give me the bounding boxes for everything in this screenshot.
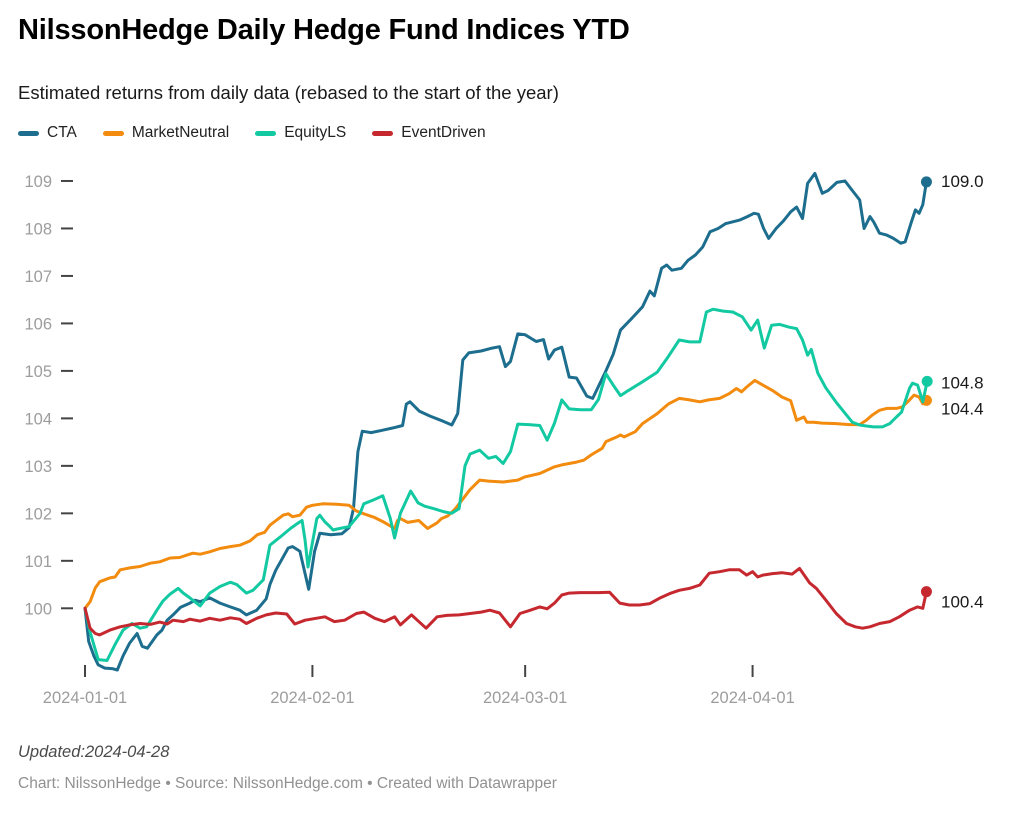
x-axis-label-2024-01-01: 2024-01-01 xyxy=(43,689,127,707)
x-axis-label-2024-04-01: 2024-04-01 xyxy=(710,689,794,707)
footer-updated-note: Updated:2024-04-28 xyxy=(18,743,170,761)
series-line-CTA xyxy=(83,171,928,672)
chart-legend: CTA MarketNeutral EquityLS EventDriven xyxy=(18,124,486,142)
footer-byline: Chart: NilssonHedge • Source: NilssonHed… xyxy=(18,775,557,792)
y-axis-label-102: 102 xyxy=(24,505,52,523)
series-end-value-EventDriven: 100.4 xyxy=(941,593,984,612)
y-axis-label-108: 108 xyxy=(24,220,52,238)
series-end-dot-EquityLS xyxy=(921,375,933,387)
x-axis-label-2024-03-01: 2024-03-01 xyxy=(483,689,567,707)
y-axis-label-107: 107 xyxy=(24,268,52,286)
legend-label-EventDriven: EventDriven xyxy=(401,124,486,141)
y-axis-label-109: 109 xyxy=(24,173,52,191)
legend-swatch-CTA xyxy=(18,130,39,136)
legend-swatch-MarketNeutral xyxy=(102,130,124,136)
legend-swatch-EventDriven xyxy=(372,130,394,136)
series-end-value-EquityLS: 104.8 xyxy=(941,373,984,392)
x-axis-label-2024-02-01: 2024-02-01 xyxy=(270,689,354,707)
series-end-dot-CTA xyxy=(920,176,932,188)
series-end-value-CTA: 109.0 xyxy=(941,172,984,191)
series-line-EquityLS xyxy=(83,307,929,662)
chart-title: NilssonHedge Daily Hedge Fund Indices YT… xyxy=(18,14,630,46)
legend-item-CTA: CTA xyxy=(18,124,77,142)
y-axis-label-103: 103 xyxy=(24,458,52,476)
legend-item-MarketNeutral: MarketNeutral xyxy=(102,124,230,142)
series-end-dot-EventDriven xyxy=(920,586,932,598)
series-line-MarketNeutral xyxy=(83,378,928,610)
y-axis-label-104: 104 xyxy=(24,410,52,428)
legend-swatch-EquityLS xyxy=(255,130,277,136)
y-axis-label-105: 105 xyxy=(24,363,52,381)
legend-label-CTA: CTA xyxy=(47,124,77,141)
series-end-value-MarketNeutral: 104.4 xyxy=(941,399,984,418)
chart-subtitle: Estimated returns from daily data (rebas… xyxy=(18,82,559,103)
series-line-EventDriven xyxy=(83,566,928,637)
y-axis-label-106: 106 xyxy=(24,315,52,333)
y-axis-label-101: 101 xyxy=(24,553,52,571)
legend-label-EquityLS: EquityLS xyxy=(284,124,347,141)
legend-item-EventDriven: EventDriven xyxy=(372,124,486,142)
y-axis-label-100: 100 xyxy=(24,600,52,618)
legend-item-EquityLS: EquityLS xyxy=(255,124,346,142)
legend-label-MarketNeutral: MarketNeutral xyxy=(131,124,230,141)
